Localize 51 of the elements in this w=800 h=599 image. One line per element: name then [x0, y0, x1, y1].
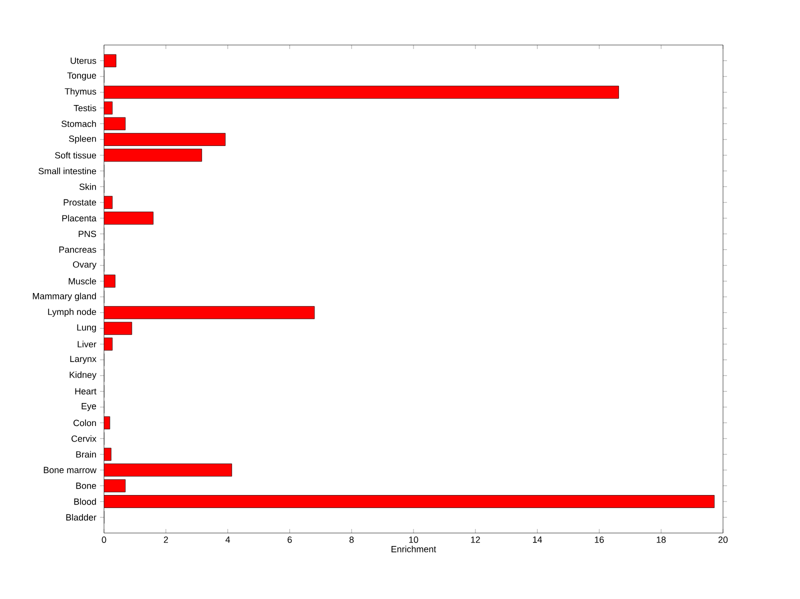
bar	[104, 148, 202, 162]
bar	[104, 274, 116, 288]
x-tick-label: 18	[656, 536, 666, 543]
bar	[104, 306, 315, 320]
x-tick-label: 12	[471, 536, 480, 543]
y-tick-label: Testis	[74, 104, 96, 112]
y-tick-label: Lung	[77, 324, 96, 332]
x-tick-label: 0	[102, 536, 106, 543]
x-tick-label: 10	[409, 536, 418, 543]
y-tick-label: Tongue	[67, 72, 96, 80]
x-tick-label: 14	[533, 536, 542, 543]
y-tick-label: Colon	[74, 420, 96, 426]
y-tick-label: Skin	[79, 183, 96, 190]
y-tick-label: Mammary gland	[32, 292, 96, 302]
y-tick-label: Spleen	[68, 135, 96, 144]
y-tick-label: Blood	[74, 498, 96, 505]
bar	[104, 464, 232, 476]
y-tick-label: Larynx	[70, 356, 96, 364]
bar	[104, 86, 619, 99]
x-tick-label: 2	[164, 536, 168, 543]
x-tick-label: 4	[226, 536, 230, 543]
y-tick-label: Cervix	[72, 435, 96, 442]
y-tick-label: Kidney	[70, 371, 96, 380]
y-tick-label: Bone	[76, 482, 96, 489]
y-tick-label: Bladder	[66, 514, 96, 521]
bar	[104, 322, 132, 335]
y-tick-label: Brain	[76, 451, 96, 458]
x-tick-label: 8	[350, 536, 354, 543]
y-tick-label: Soft tissue	[55, 152, 96, 158]
x-tick-label: 16	[594, 536, 604, 543]
bar	[104, 495, 715, 508]
y-tick-label: PNS	[78, 230, 96, 238]
y-tick-label: Heart	[75, 388, 96, 394]
y-tick-label: Ovary	[72, 261, 96, 270]
y-tick-label: Small intestine	[38, 168, 96, 174]
y-tick-label: Muscle	[68, 278, 96, 284]
y-tick-label: Thymus	[64, 88, 96, 96]
y-tick-label: Bone marrow	[44, 466, 96, 474]
bar	[104, 212, 154, 225]
y-tick-label: Uterus	[70, 58, 96, 64]
x-axis-title: Enrichment	[392, 546, 436, 552]
bar	[104, 133, 226, 146]
y-tick-label: Lymph node	[48, 308, 96, 317]
x-tick-label: 20	[718, 536, 728, 543]
y-tick-label: Stomach	[62, 120, 96, 128]
x-tick-label: 6	[288, 536, 292, 543]
y-tick-label: Liver	[78, 340, 96, 348]
y-tick-label: Pancreas	[59, 246, 96, 253]
y-tick-label: Prostate	[64, 199, 96, 206]
y-tick-label: Eye	[82, 403, 96, 412]
y-tick-label: Placenta	[62, 214, 96, 222]
